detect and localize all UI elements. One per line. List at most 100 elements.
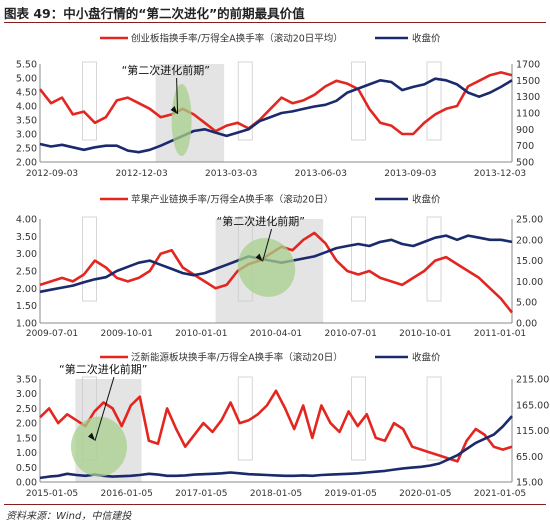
frame-bracket <box>82 61 97 141</box>
annotation-arrow <box>176 77 179 115</box>
x-tick-label: 2018-01-05 <box>250 489 302 499</box>
left-tick-label: 1.00 <box>16 319 37 330</box>
annotation-arrowhead <box>255 253 263 262</box>
x-tick-label: 2010-01-01 <box>175 329 227 339</box>
frame-bracket <box>237 61 253 141</box>
figure-title: 图表 49：中小盘行情的“第二次进化”的前期最具价值 <box>4 3 546 23</box>
chart-3-svg: 3.50 3.00 2.50 2.00 1.50 1.00 0.50 0.00 215.00 16… <box>16 352 549 500</box>
left-tick-label: 3.00 <box>16 389 37 400</box>
x-tick-label: 2010-07-01 <box>325 329 377 339</box>
frame-bracket <box>82 216 97 302</box>
legend-label-2: 收盘价 <box>412 352 441 364</box>
left-tick-label: 2.00 <box>16 158 37 169</box>
annotation-text: “第二次进化前期” <box>217 214 305 228</box>
x-tick-label: 2010-04-01 <box>250 329 302 339</box>
x-tick-label: 2021-01-05 <box>474 489 526 499</box>
chart-1: 5.50 5.00 4.50 4.00 3.50 3.00 2.50 2.00 1700 1500… <box>0 24 550 184</box>
x-tick-label: 2010-10-01 <box>399 329 451 339</box>
x-tick-label: 2019-01-05 <box>325 489 377 499</box>
frame-bracket <box>351 216 366 302</box>
x-tick-label: 2013-12-03 <box>474 169 526 179</box>
right-tick-label: 0.00 <box>516 319 537 330</box>
annotation-arrowhead <box>170 106 178 114</box>
legend-label-1: 创业板指换手率/万得全A换手率（滚动20日平均） <box>131 33 343 45</box>
left-tick-label: 0.00 <box>16 478 37 489</box>
left-tick-label: 2.00 <box>16 284 37 295</box>
legend-label-2: 收盘价 <box>412 194 441 206</box>
annotation-text: “第二次进化前期” <box>122 63 210 77</box>
x-tick-label: 2013-03-03 <box>205 169 257 179</box>
right-tick-label: 215.00 <box>516 375 549 386</box>
right-tick-label: 500 <box>516 158 534 169</box>
x-tick-label: 2012-09-03 <box>26 169 78 179</box>
x-tick-label: 2009-10-01 <box>101 329 153 339</box>
x-tick-label: 2013-09-03 <box>384 169 436 179</box>
series-line-1 <box>39 389 513 463</box>
annotation-arrowhead <box>88 432 95 441</box>
right-tick-label: 700 <box>516 141 534 152</box>
left-tick-label: 2.00 <box>16 419 37 430</box>
chart-1-svg: 5.50 5.00 4.50 4.00 3.50 3.00 2.50 2.00 1700 1500… <box>16 33 540 180</box>
x-tick-label: 2017-01-05 <box>175 489 227 499</box>
right-tick-label: 1500 <box>516 76 540 87</box>
highlight-ellipse <box>171 84 192 156</box>
x-tick-label: 2015-01-05 <box>26 489 78 499</box>
chart-2: 4.00 3.50 3.00 2.50 2.00 1.50 1.00 25.00 20.00 15… <box>0 187 550 342</box>
right-tick-label: 5.00 <box>516 298 537 309</box>
right-tick-label: 1100 <box>516 109 540 120</box>
x-tick-label: 2016-01-05 <box>101 489 153 499</box>
left-tick-label: 5.00 <box>16 74 37 85</box>
x-tick-label: 2020-01-05 <box>399 489 451 499</box>
legend-label-1: 泛新能源板块换手率/万得全A换手率（滚动20日） <box>131 352 343 364</box>
series-line-1 <box>38 71 513 136</box>
highlight-ellipse <box>71 416 127 477</box>
left-tick-label: 2.50 <box>16 267 37 278</box>
right-tick-label: 115.00 <box>516 426 549 437</box>
left-tick-label: 4.00 <box>16 102 37 113</box>
right-tick-label: 15.00 <box>516 478 543 489</box>
chart-2-svg: 4.00 3.50 3.00 2.50 2.00 1.50 1.00 25.00 20.00 15… <box>16 194 543 340</box>
right-tick-label: 65.00 <box>516 452 543 463</box>
highlight-ellipse <box>237 238 296 297</box>
right-tick-label: 165.00 <box>516 400 549 411</box>
source-note: 资料来源：Wind，中信建投 <box>6 511 132 522</box>
left-tick-label: 2.50 <box>16 404 37 415</box>
series-line-2 <box>39 415 513 480</box>
source-divider <box>4 504 546 505</box>
left-tick-label: 5.50 <box>16 60 37 71</box>
x-tick-label: 2013-06-03 <box>295 169 347 179</box>
x-tick-label: 2009-07-01 <box>26 329 78 339</box>
annotation-text: “第二次进化前期” <box>59 362 147 376</box>
annotation-arrow <box>94 376 115 441</box>
left-tick-label: 3.50 <box>16 375 37 386</box>
left-tick-label: 0.50 <box>16 463 37 474</box>
left-tick-label: 2.50 <box>16 144 37 155</box>
right-tick-label: 1300 <box>516 92 540 103</box>
left-tick-label: 4.50 <box>16 88 37 99</box>
right-tick-label: 25.00 <box>516 215 543 226</box>
left-tick-label: 1.50 <box>16 433 37 444</box>
left-tick-label: 3.00 <box>16 249 37 260</box>
left-tick-label: 1.50 <box>16 301 37 312</box>
legend-label-2: 收盘价 <box>412 33 441 45</box>
right-tick-label: 20.00 <box>516 235 543 246</box>
frame-bracket <box>426 61 442 141</box>
left-tick-label: 1.00 <box>16 448 37 459</box>
legend-label-1: 苹果产业链换手率/万得全A换手率（滚动20日） <box>131 194 333 206</box>
right-tick-label: 10.00 <box>516 277 543 288</box>
figure-title-text: 图表 49：中小盘行情的“第二次进化”的前期最具价值 <box>4 6 305 21</box>
right-tick-label: 15.00 <box>516 256 543 267</box>
right-tick-label: 1700 <box>516 60 540 71</box>
x-tick-label: 2011-01-01 <box>474 329 526 339</box>
annotation-arrow <box>262 228 273 262</box>
left-tick-label: 3.50 <box>16 232 37 243</box>
left-tick-label: 3.00 <box>16 130 37 141</box>
right-tick-label: 900 <box>516 125 534 136</box>
series-line-2 <box>39 77 513 154</box>
frame-bracket <box>351 61 366 141</box>
frame-bracket <box>426 376 442 461</box>
chart-3: 3.50 3.00 2.50 2.00 1.50 1.00 0.50 0.00 215.00 16… <box>0 345 550 503</box>
left-tick-label: 4.00 <box>16 215 37 226</box>
left-tick-label: 3.50 <box>16 116 37 127</box>
x-tick-label: 2012-12-03 <box>115 169 167 179</box>
